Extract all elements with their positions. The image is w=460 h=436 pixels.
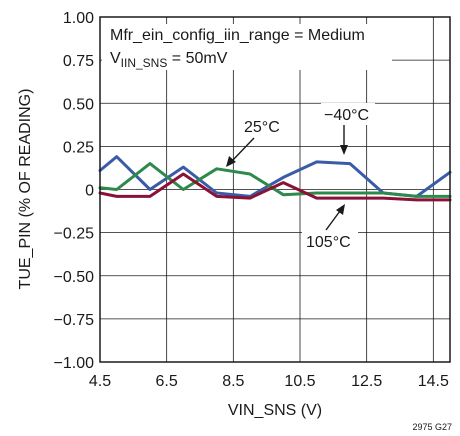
label-bg-m40c (321, 103, 375, 125)
series-label-105c: 105°C (306, 234, 351, 251)
config-line-2-suffix: = 50mV (167, 50, 227, 67)
config-line-2-sub: IIN_SNS (121, 56, 168, 70)
ticks: 1.00 0.75 0.50 0.25 0 −0.25 −0.50 −0.75 −1.004.5… (54, 10, 449, 390)
y-tick-label: −0.25 (54, 226, 95, 243)
arrow-105c-line (325, 210, 341, 231)
x-tick-label: 8.5 (222, 373, 244, 390)
arrow-105c-head (336, 204, 345, 215)
y-tick-label: 1.00 (63, 10, 94, 27)
label-bg-105c (302, 230, 358, 252)
arrow-25c-line (231, 137, 255, 162)
y-tick-label: 0.25 (63, 139, 94, 156)
y-tick-label: −0.50 (54, 269, 95, 286)
config-line-2: VIIN_SNS = 50mV (110, 50, 228, 70)
y-tick-label: −0.75 (54, 312, 95, 329)
series-layer (98, 155, 452, 202)
x-tick-label: 14.5 (418, 373, 449, 390)
y-tick-label: −1.00 (54, 355, 95, 372)
y-axis-title: TUE_PIN (% OF READING) (17, 89, 34, 290)
config-line-2-prefix: V (110, 50, 121, 67)
figure-id: 2975 G27 (412, 422, 452, 432)
x-tick-label: 6.5 (156, 373, 178, 390)
y-tick-label: 0 (85, 183, 94, 200)
config-box (102, 24, 392, 70)
x-tick-label: 12.5 (351, 373, 382, 390)
series-label-m40c: −40°C (324, 107, 369, 124)
plot-frame (99, 16, 451, 363)
x-tick-label: 10.5 (284, 373, 315, 390)
series-label-25c: 25°C (244, 119, 280, 136)
arrow-m40c-head (340, 145, 348, 155)
x-tick-label: 4.5 (89, 373, 111, 390)
config-line-1: Mfr_ein_config_iin_range = Medium (110, 27, 365, 44)
y-tick-label: 0.50 (63, 96, 94, 113)
y-tick-label: 0.75 (63, 53, 94, 70)
label-bg-25c (240, 115, 286, 137)
series-line-105c (98, 172, 452, 202)
leader-arrows (226, 125, 348, 231)
arrow-25c-head (226, 156, 236, 167)
series-line-25c (98, 162, 452, 198)
x-axis-title: VIN_SNS (V) (228, 402, 322, 419)
